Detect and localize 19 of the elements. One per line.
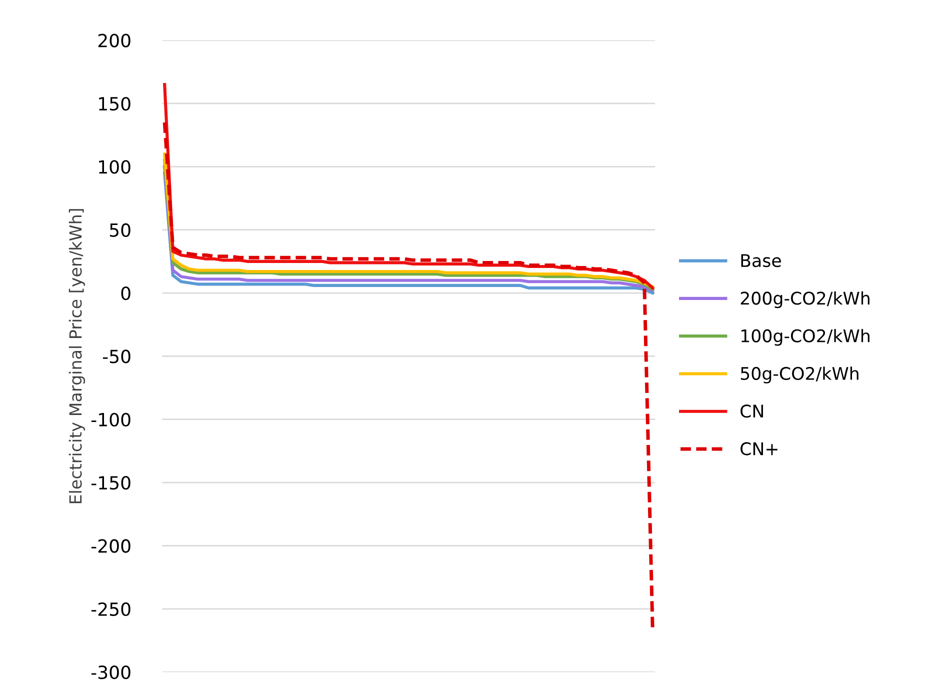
y-tick-label: 150 — [99, 96, 130, 111]
line-series — [162, 120, 654, 630]
legend-label: Base — [741, 254, 781, 268]
y-tick-label: -100 — [91, 412, 130, 426]
legend-label: CN — [740, 404, 763, 418]
legend-label: 200g-CO2/kWh — [740, 291, 870, 308]
y-tick-label: -50 — [102, 350, 130, 364]
y-tick-label: 50 — [110, 223, 130, 237]
legend-label: 100g-CO2/kWh — [741, 328, 870, 346]
y-tick-label: -150 — [91, 476, 130, 490]
y-tick-label: -200 — [91, 539, 130, 553]
legend-label: 50g-CO2/kWh — [740, 366, 858, 384]
y-tick-label: -250 — [91, 602, 130, 616]
y-tick-label: 100 — [99, 160, 130, 174]
legend-label: CN+ — [740, 442, 778, 456]
y-axis-title: Electricity Marginal Price [yen/kWh] — [68, 209, 86, 504]
y-tick-label: 200 — [98, 34, 130, 48]
y-tick-label: -300 — [91, 666, 130, 680]
y-tick-label: 0 — [121, 286, 130, 300]
